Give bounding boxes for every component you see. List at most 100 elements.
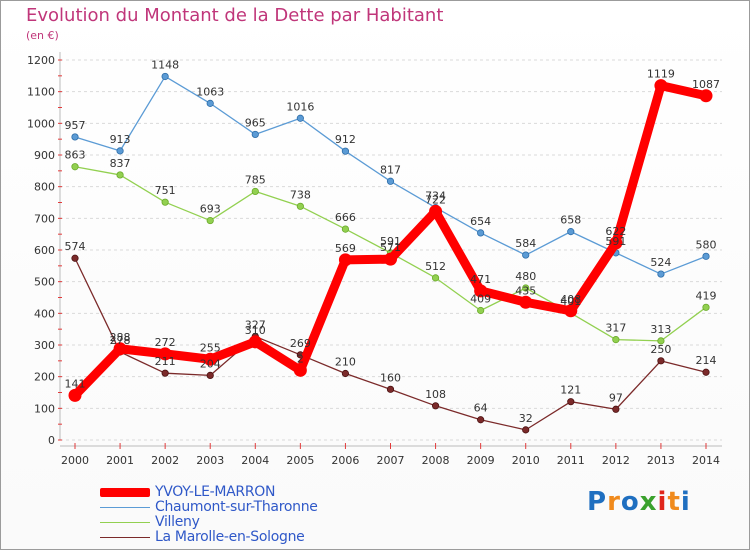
- data-label: 738: [290, 188, 311, 201]
- data-label: 622: [605, 225, 626, 238]
- data-label: 817: [380, 163, 401, 176]
- y-tick-label: 700: [34, 212, 55, 225]
- data-label: 310: [245, 324, 266, 337]
- data-label: 204: [200, 357, 221, 370]
- data-point: [564, 304, 578, 318]
- legend-swatch: [100, 522, 150, 523]
- data-point: [206, 99, 214, 107]
- y-tick-label: 200: [34, 371, 55, 384]
- data-point: [158, 347, 172, 361]
- data-point: [702, 303, 710, 311]
- x-tick-label: 2004: [241, 454, 269, 467]
- data-point: [429, 204, 443, 218]
- data-point: [251, 130, 259, 139]
- data-point: [296, 114, 304, 122]
- legend-label: La Marolle-en-Sologne: [155, 529, 305, 545]
- proxiti-logo: Proxiti: [587, 487, 691, 517]
- data-point: [609, 236, 623, 250]
- data-point: [68, 388, 82, 402]
- data-point: [702, 252, 710, 260]
- data-point: [657, 270, 665, 278]
- y-tick-label: 1000: [27, 117, 55, 130]
- data-point: [657, 337, 665, 345]
- data-point: [161, 72, 169, 81]
- data-point: [477, 229, 485, 237]
- chart-subtitle: (en €): [26, 29, 59, 42]
- data-label: 666: [335, 211, 356, 224]
- data-label: 722: [425, 193, 446, 206]
- x-tick-label: 2013: [647, 454, 675, 467]
- logo-letter: x: [639, 487, 658, 517]
- logo-letter: r: [607, 487, 621, 517]
- data-label: 584: [515, 237, 536, 250]
- data-label: 471: [470, 273, 491, 286]
- data-point: [474, 284, 488, 298]
- data-label: 214: [696, 354, 717, 367]
- x-tick-label: 2002: [151, 454, 179, 467]
- y-tick-label: 800: [34, 181, 55, 194]
- data-label: 734: [425, 190, 446, 203]
- data-label: 419: [696, 289, 717, 302]
- data-point: [519, 295, 533, 309]
- logo-letter: i: [657, 487, 668, 517]
- data-label: 571: [380, 241, 401, 254]
- x-tick-label: 2009: [467, 454, 495, 467]
- data-label: 255: [200, 341, 221, 354]
- x-tick-label: 2012: [602, 454, 630, 467]
- data-point: [296, 202, 304, 210]
- data-point: [567, 228, 575, 236]
- data-label: 965: [245, 116, 266, 129]
- data-label: 912: [335, 133, 356, 146]
- data-point: [341, 225, 350, 233]
- data-point: [203, 352, 217, 366]
- data-label: 693: [200, 203, 221, 216]
- data-label: 141: [65, 377, 86, 390]
- data-label: 269: [290, 337, 311, 350]
- legend-swatch: [100, 488, 150, 497]
- data-point: [657, 357, 665, 365]
- data-point: [654, 79, 668, 93]
- legend-label: Villeny: [155, 514, 200, 530]
- data-label: 913: [110, 133, 131, 146]
- data-label: 480: [515, 270, 536, 283]
- data-point: [522, 284, 530, 292]
- logo-letter: t: [667, 487, 681, 517]
- data-point: [341, 369, 350, 378]
- data-label: 512: [425, 260, 446, 273]
- data-label: 409: [470, 292, 491, 305]
- data-label: 278: [110, 334, 131, 347]
- data-label: 1016: [286, 100, 314, 113]
- data-point: [612, 405, 620, 413]
- data-point: [161, 198, 169, 206]
- y-tick-label: 900: [34, 149, 55, 162]
- x-tick-label: 2000: [61, 454, 89, 467]
- data-point: [702, 368, 710, 376]
- data-label: 408: [560, 293, 581, 306]
- data-point: [116, 171, 124, 179]
- data-label: 64: [474, 402, 488, 415]
- legend-label: YVOY-LE-MARRON: [155, 484, 276, 500]
- x-tick-label: 2001: [106, 454, 134, 467]
- data-label: 210: [335, 356, 356, 369]
- data-point: [71, 254, 79, 262]
- data-point: [71, 163, 79, 171]
- data-label: 160: [380, 371, 401, 384]
- data-point: [113, 342, 127, 356]
- x-tick-label: 2007: [377, 454, 405, 467]
- data-label: 313: [650, 323, 671, 336]
- data-point: [248, 335, 262, 349]
- data-point: [431, 274, 440, 282]
- data-label: 1063: [196, 85, 224, 98]
- x-tick-label: 2014: [692, 454, 720, 467]
- data-point: [699, 89, 713, 103]
- data-point: [293, 363, 307, 377]
- data-label: 250: [650, 343, 671, 356]
- data-point: [206, 216, 214, 225]
- logo-letter: i: [680, 487, 691, 517]
- y-tick-label: 100: [34, 402, 55, 415]
- data-label: 591: [380, 235, 401, 248]
- data-label: 751: [155, 184, 176, 197]
- data-label: 569: [335, 242, 356, 255]
- data-point: [386, 385, 395, 393]
